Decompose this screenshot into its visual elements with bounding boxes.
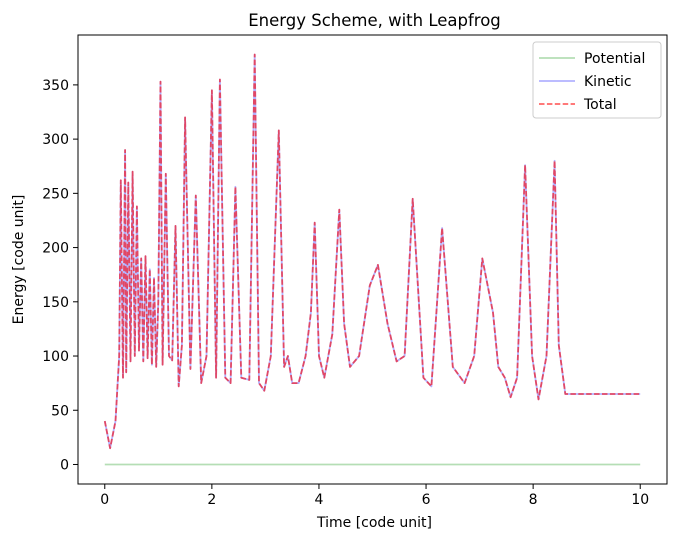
y-tick-label: 250	[42, 186, 69, 202]
x-tick-label: 6	[422, 492, 431, 508]
y-axis-label: Energy [code unit]	[11, 195, 27, 325]
legend: Potential Kinetic Total	[532, 41, 662, 119]
x-tick-label: 2	[207, 492, 216, 508]
x-tick-label: 8	[529, 492, 538, 508]
y-tick-label: 200	[42, 241, 69, 257]
x-tick-label: 0	[100, 492, 109, 508]
legend-label-potential: Potential	[584, 51, 645, 67]
chart-title: Energy Scheme, with Leapfrog	[248, 11, 501, 30]
y-tick-label: 350	[42, 78, 69, 94]
series-line-total	[103, 53, 641, 450]
y-axis: 0 50 100 150 200 250 300 350	[42, 78, 78, 473]
plot-frame	[77, 34, 668, 485]
x-tick-label: 4	[314, 492, 323, 508]
y-tick-label: 50	[51, 403, 69, 419]
x-axis-label: Time [code unit]	[316, 515, 432, 531]
legend-box	[532, 41, 662, 119]
plot-layer	[103, 53, 641, 466]
legend-label-total: Total	[583, 97, 617, 113]
x-axis: 0 2 4 6 8 10	[100, 484, 649, 508]
legend-label-kinetic: Kinetic	[584, 74, 632, 90]
x-tick-label: 10	[631, 492, 649, 508]
y-tick-label: 300	[42, 132, 69, 148]
y-tick-label: 150	[42, 295, 69, 311]
y-tick-label: 100	[42, 349, 69, 365]
y-tick-label: 0	[60, 457, 69, 473]
